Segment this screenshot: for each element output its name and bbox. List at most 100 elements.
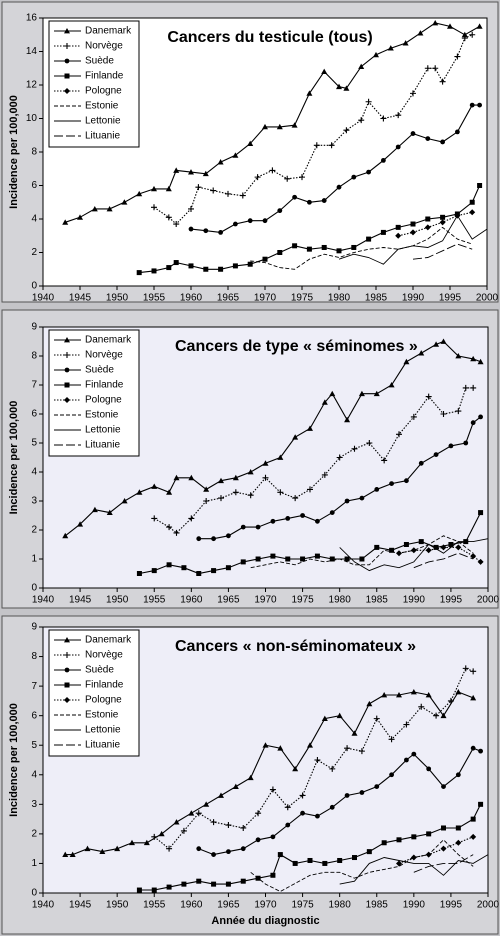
data-point <box>240 524 246 530</box>
x-tick-label: 1975 <box>291 900 314 911</box>
y-tick-label: 5 <box>31 438 37 449</box>
data-point <box>344 793 350 798</box>
legend-label: Suède <box>85 665 114 676</box>
data-point <box>262 123 268 130</box>
x-tick-label: 1950 <box>106 293 129 304</box>
data-point <box>477 102 482 108</box>
data-point <box>395 144 401 150</box>
x-tick-label: 1970 <box>254 595 277 606</box>
data-point <box>269 786 276 793</box>
data-point <box>151 887 157 893</box>
data-point <box>233 221 238 227</box>
x-tick-label: 1950 <box>106 595 129 606</box>
data-point <box>426 831 432 837</box>
y-tick-label: 3 <box>31 799 37 810</box>
legend-label: Pologne <box>85 86 122 97</box>
data-point <box>196 846 202 852</box>
series-line <box>250 226 473 270</box>
data-point <box>306 90 313 96</box>
data-point <box>344 745 351 752</box>
data-point <box>410 547 417 554</box>
legend-marker <box>64 667 70 673</box>
data-point <box>136 887 142 893</box>
data-point <box>329 804 335 810</box>
data-point <box>470 745 476 751</box>
y-tick-label: 2 <box>31 829 37 840</box>
data-point <box>374 487 380 492</box>
data-point <box>321 715 328 722</box>
data-point <box>343 85 350 91</box>
y-tick-label: 0 <box>31 281 37 292</box>
data-point <box>461 31 468 38</box>
data-point <box>358 748 365 755</box>
y-tick-label: 6 <box>31 710 37 721</box>
data-point <box>299 792 306 799</box>
data-point <box>455 544 462 551</box>
y-tick-label: 2 <box>31 247 37 258</box>
data-point <box>143 839 150 846</box>
data-point <box>173 167 180 173</box>
x-tick-label: 1970 <box>254 900 277 911</box>
data-point <box>336 712 343 719</box>
data-point <box>195 810 202 817</box>
legend-marker <box>64 58 70 64</box>
data-point <box>270 553 276 559</box>
data-point <box>136 489 143 495</box>
data-point <box>403 358 410 365</box>
data-point <box>254 174 261 181</box>
data-point <box>447 697 454 704</box>
chart-title: Cancers du testicule (tous) <box>167 29 372 46</box>
data-point <box>225 190 231 197</box>
data-point <box>433 452 439 457</box>
data-point <box>329 556 335 562</box>
data-point <box>321 399 328 405</box>
data-point <box>203 266 209 272</box>
data-point <box>358 63 365 69</box>
data-point <box>366 849 372 855</box>
data-point <box>196 571 202 576</box>
x-tick-label: 1965 <box>217 900 240 911</box>
y-tick-label: 7 <box>31 380 37 391</box>
y-tick-label: 6 <box>31 180 37 191</box>
data-point <box>307 857 313 863</box>
data-point <box>151 833 158 840</box>
data-point <box>188 263 194 269</box>
data-point <box>300 810 305 816</box>
data-point <box>432 20 439 26</box>
x-tick-label: 1965 <box>217 595 240 606</box>
series-line <box>413 854 474 873</box>
data-point <box>469 31 476 38</box>
legend-marker <box>64 367 70 373</box>
y-tick-label: 1 <box>31 858 37 869</box>
data-point <box>477 558 484 565</box>
data-point <box>321 68 328 74</box>
y-tick-label: 7 <box>31 681 37 692</box>
data-point <box>255 810 262 817</box>
series-line <box>338 214 488 265</box>
data-point <box>114 845 121 852</box>
data-point <box>262 218 268 224</box>
data-point <box>247 218 253 224</box>
data-point <box>411 751 417 757</box>
data-point <box>359 495 365 501</box>
data-point <box>329 510 335 515</box>
data-point <box>322 860 328 866</box>
data-point <box>470 833 477 840</box>
data-point <box>165 185 172 192</box>
data-point <box>300 513 305 518</box>
x-tick-label: 1955 <box>143 900 166 911</box>
data-point <box>270 518 276 524</box>
data-point <box>151 268 157 274</box>
data-point <box>411 834 417 840</box>
legend-label: Estonie <box>85 410 119 421</box>
data-point <box>165 214 172 221</box>
x-tick-label: 1960 <box>180 293 203 304</box>
data-point <box>255 556 261 562</box>
data-point <box>292 495 299 502</box>
data-point <box>247 140 254 147</box>
data-point <box>277 250 283 255</box>
data-point <box>358 390 365 397</box>
data-point <box>166 562 172 568</box>
data-point <box>448 542 454 547</box>
